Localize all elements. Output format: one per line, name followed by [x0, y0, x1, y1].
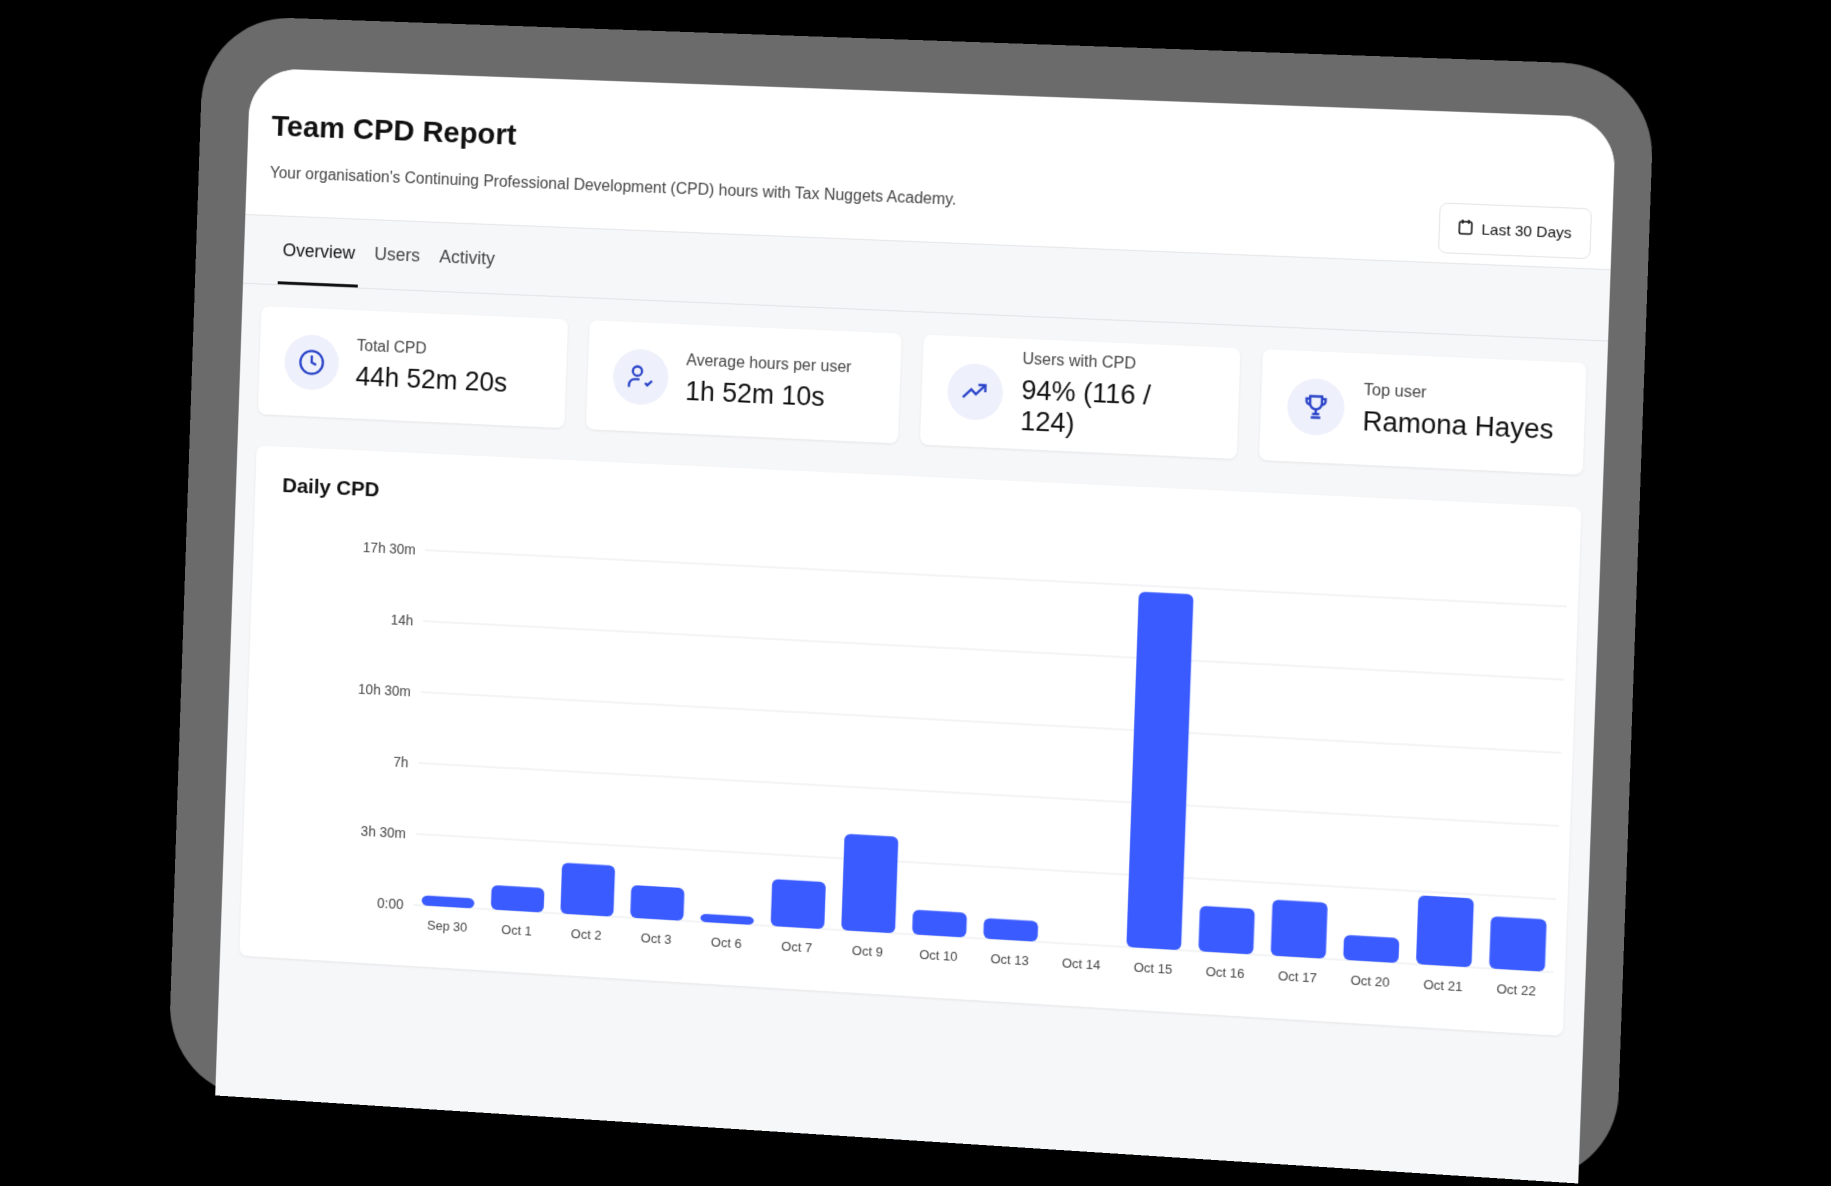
bar[interactable] — [1126, 592, 1193, 951]
stat-value: 44h 52m 20s — [355, 361, 508, 398]
bar[interactable] — [983, 918, 1038, 942]
tab-users[interactable]: Users — [373, 220, 421, 290]
bar[interactable] — [912, 910, 967, 938]
bar[interactable] — [841, 834, 898, 934]
bar[interactable] — [422, 895, 475, 908]
tab-overview[interactable]: Overview — [282, 217, 357, 288]
stat-value: Ramona Hayes — [1362, 406, 1554, 446]
gridline — [423, 621, 1564, 680]
bar[interactable] — [560, 863, 615, 917]
bar[interactable] — [771, 879, 826, 929]
bar[interactable] — [630, 885, 684, 921]
bar[interactable] — [1343, 935, 1399, 963]
bar[interactable] — [491, 885, 545, 912]
daily-cpd-bar-chart: 0:00 3h 30m 7h 10h 30m 14h 17h 30m Sep 30 Oct 1… — [267, 514, 1588, 1004]
y-tick-label: 3h 30m — [361, 823, 407, 842]
stat-label: Top user — [1363, 381, 1555, 408]
x-tick-label: Oct 21 — [1423, 977, 1463, 995]
x-tick-label: Oct 15 — [1133, 959, 1172, 977]
x-tick-label: Oct 10 — [919, 947, 958, 964]
x-tick-label: Oct 9 — [852, 943, 883, 960]
trophy-icon — [1287, 377, 1346, 436]
date-range-button[interactable]: Last 30 Days — [1438, 202, 1592, 259]
bar[interactable] — [700, 914, 754, 925]
y-tick-label: 10h 30m — [358, 681, 411, 700]
gridline — [425, 550, 1566, 606]
bar[interactable] — [1198, 906, 1254, 955]
bar[interactable] — [1271, 900, 1328, 959]
stat-label: Users with CPD — [1022, 351, 1214, 377]
y-tick-label: 14h — [390, 611, 413, 628]
stat-label: Average hours per user — [686, 352, 852, 377]
x-tick-label: Oct 17 — [1278, 968, 1317, 986]
x-tick-label: Oct 6 — [711, 934, 742, 951]
stat-label: Total CPD — [356, 337, 508, 361]
x-tick-label: Sep 30 — [427, 917, 468, 934]
clock-icon — [284, 334, 340, 391]
x-tick-label: Oct 20 — [1350, 972, 1390, 990]
trending-up-icon — [946, 363, 1004, 422]
user-check-icon — [612, 348, 669, 406]
x-tick-label: Oct 7 — [781, 938, 812, 955]
x-tick-label: Oct 3 — [641, 930, 672, 947]
bar[interactable] — [1489, 916, 1547, 971]
stat-value: 94% (116 / 124) — [1020, 375, 1213, 446]
y-tick-label: 17h 30m — [363, 539, 416, 558]
x-tick-label: Oct 2 — [571, 926, 602, 943]
x-tick-label: Oct 1 — [501, 922, 532, 939]
stat-value: 1h 52m 10s — [685, 376, 851, 414]
tab-activity[interactable]: Activity — [438, 223, 496, 293]
x-tick-label: Oct 22 — [1496, 981, 1536, 999]
x-tick-label: Oct 14 — [1062, 955, 1101, 973]
x-tick-label: Oct 16 — [1205, 964, 1244, 982]
x-tick-label: Oct 13 — [990, 951, 1029, 968]
y-tick-label: 0:00 — [377, 895, 404, 913]
date-range-label: Last 30 Days — [1481, 221, 1572, 242]
app-screen: Team CPD Report Your organisation's Cont… — [215, 68, 1616, 1184]
y-tick-label: 7h — [393, 754, 409, 771]
gridline — [418, 763, 1559, 826]
bar[interactable] — [1416, 895, 1474, 967]
calendar-icon — [1458, 218, 1473, 239]
gridline — [421, 692, 1562, 753]
tablet-frame: Team CPD Report Your organisation's Cont… — [167, 15, 1655, 1186]
